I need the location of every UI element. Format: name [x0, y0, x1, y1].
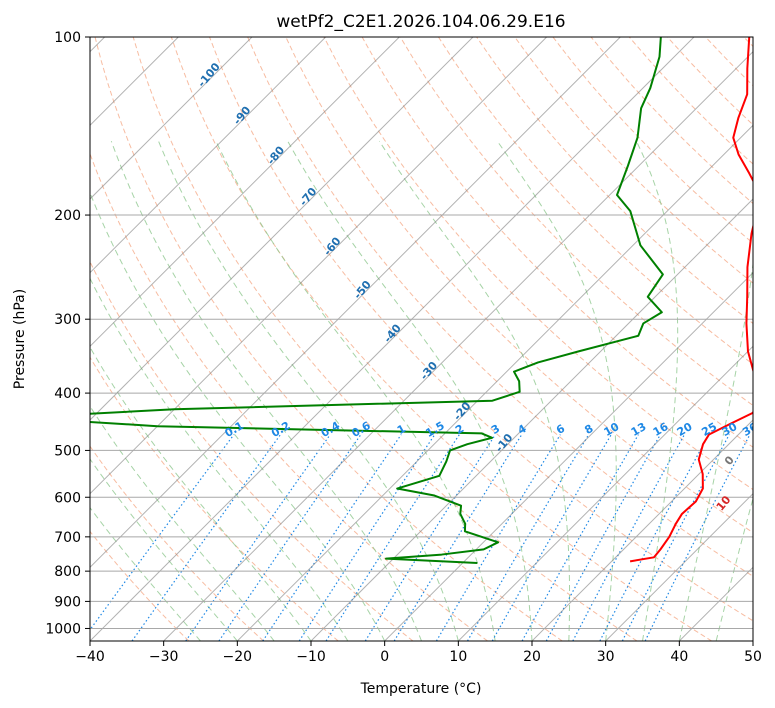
- mixing-ratio-line: [90, 434, 235, 631]
- plot-background: [90, 37, 753, 641]
- mixing-ratio-line: [644, 434, 751, 641]
- chart-title: wetPf2_C2E1.2026.104.06.29.E16: [276, 12, 565, 32]
- axes: −40 −30 −20 −10 0 10 20 30 40 50 100 200 300 400 500 60…: [45, 30, 762, 665]
- dry-adiabat-line: [94, 37, 563, 641]
- dry-adiabat-line: [90, 356, 339, 641]
- isotherm-line: [163, 50, 753, 641]
- x-tick-label: 40: [670, 649, 688, 665]
- pressure-gridlines: [90, 37, 753, 629]
- x-axis-title: Temperature (°C): [360, 681, 482, 697]
- x-tick-label: 20: [523, 649, 541, 665]
- x-tick-label: 10: [449, 649, 467, 665]
- isotherm-line: [90, 37, 548, 495]
- x-tick-label: −10: [296, 649, 326, 665]
- x-tick-label: −20: [223, 649, 253, 665]
- x-tick-label: −40: [75, 649, 105, 665]
- y-tick-label: 100: [54, 30, 81, 46]
- plot-frame: [89, 36, 754, 642]
- dry-adiabat-line: [323, 37, 753, 491]
- profile-series: [90, 37, 753, 564]
- isotherm-line: [90, 37, 474, 421]
- isotherm-line: [752, 640, 753, 641]
- mixing-ratio-line: [545, 434, 661, 641]
- mixing-ratio-line: [599, 434, 710, 641]
- isotherm-line: [310, 198, 753, 641]
- x-tick-label: 30: [597, 649, 615, 665]
- moist-adiabat-label: 20: [756, 524, 775, 544]
- y-tick-label: 900: [54, 594, 81, 610]
- y-tick-label: 200: [54, 208, 81, 224]
- dry-adiabats: [90, 37, 753, 641]
- temperature-profile: [629, 37, 753, 563]
- dry-adiabat-line: [90, 530, 190, 641]
- mixing-ratio-line: [218, 434, 362, 641]
- plot-area: [90, 37, 753, 641]
- mixing-ratio-line: [466, 434, 590, 641]
- x-tick-label: 50: [744, 649, 762, 665]
- y-tick-label: 600: [54, 490, 81, 506]
- dry-adiabat-line: [90, 152, 488, 641]
- mixing-ratio-line: [621, 434, 730, 641]
- mixing-ratio-line: [435, 434, 561, 641]
- isotherm-line: [605, 492, 753, 641]
- isotherm-line: [90, 37, 695, 641]
- isotherm-line: [531, 419, 753, 641]
- dry-adiabat-line: [132, 37, 638, 641]
- isotherm-line: [90, 37, 253, 200]
- dry-adiabat-line: [438, 37, 753, 365]
- isotherm-line: [384, 271, 753, 641]
- isotherm-line: [90, 37, 621, 569]
- x-tick-label: −30: [149, 649, 179, 665]
- dry-adiabat-line: [90, 445, 264, 641]
- y-tick-label: 400: [54, 386, 81, 402]
- mixing-ratio-line: [185, 434, 331, 641]
- mixing-ratio-line: [364, 434, 496, 641]
- y-tick-label: 1000: [45, 621, 81, 637]
- mixing-ratio-line: [298, 434, 436, 641]
- isotherm-line: [90, 37, 400, 348]
- y-axis-title: Pressure (hPa): [12, 289, 28, 389]
- y-tick-label: 300: [54, 312, 81, 328]
- isotherm-line: [90, 37, 327, 274]
- mixing-ratio-line: [325, 434, 460, 641]
- isotherm-line: [457, 345, 753, 641]
- dry-adiabat-line: [209, 37, 753, 622]
- dry-adiabat-line: [514, 37, 753, 284]
- dry-adiabat-line: [399, 37, 753, 407]
- x-tick-label: 0: [380, 649, 389, 665]
- isotherm-line: [236, 124, 753, 641]
- dry-adiabat-line: [247, 37, 753, 577]
- isotherms: [90, 37, 753, 641]
- y-tick-label: 800: [54, 564, 81, 580]
- dry-adiabat-line: [170, 37, 712, 641]
- y-tick-label: 500: [54, 443, 81, 459]
- dewpoint-profile: [90, 37, 664, 564]
- mixing-ratio-line: [491, 434, 612, 641]
- mixing-ratio-line: [521, 434, 639, 641]
- y-tick-label: 700: [54, 530, 81, 546]
